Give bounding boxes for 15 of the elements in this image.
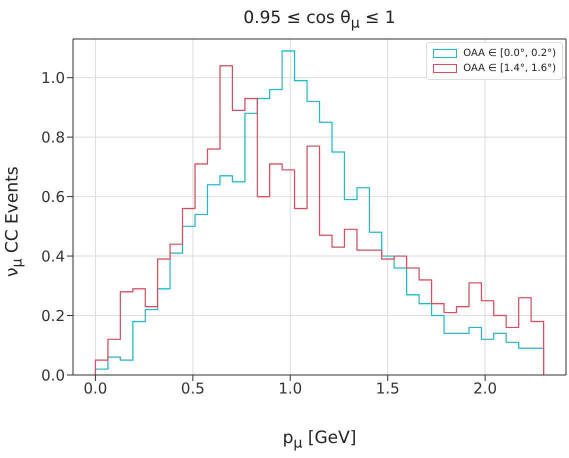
legend-label: OAA ∈ [1.4°, 1.6°) <box>463 62 556 76</box>
chart-title: 0.95 ≤ cos θ$_{μ}$ ≤ 1 <box>242 8 397 32</box>
y-tick-label: 1.0 <box>41 68 65 87</box>
y-tick-label: 0.0 <box>41 366 65 384</box>
x-tick-label: 1.5 <box>376 380 400 398</box>
x-tick-label: 0.0 <box>83 380 108 398</box>
y-tick-label: 0.6 <box>41 188 65 206</box>
y-tick-label: 0.4 <box>41 247 65 266</box>
y-tick-label: 0.8 <box>41 128 65 146</box>
x-tick-label: 1.0 <box>278 380 302 398</box>
y-tick-label: 0.2 <box>41 306 65 325</box>
x-axis-title: p$_{μ}$ [GeV] <box>282 428 358 452</box>
x-tick-label: 2.0 <box>473 380 498 398</box>
legend-label: OAA ∈ [0.0°, 0.2°) <box>463 47 556 61</box>
x-tick-label: 0.5 <box>180 380 205 398</box>
